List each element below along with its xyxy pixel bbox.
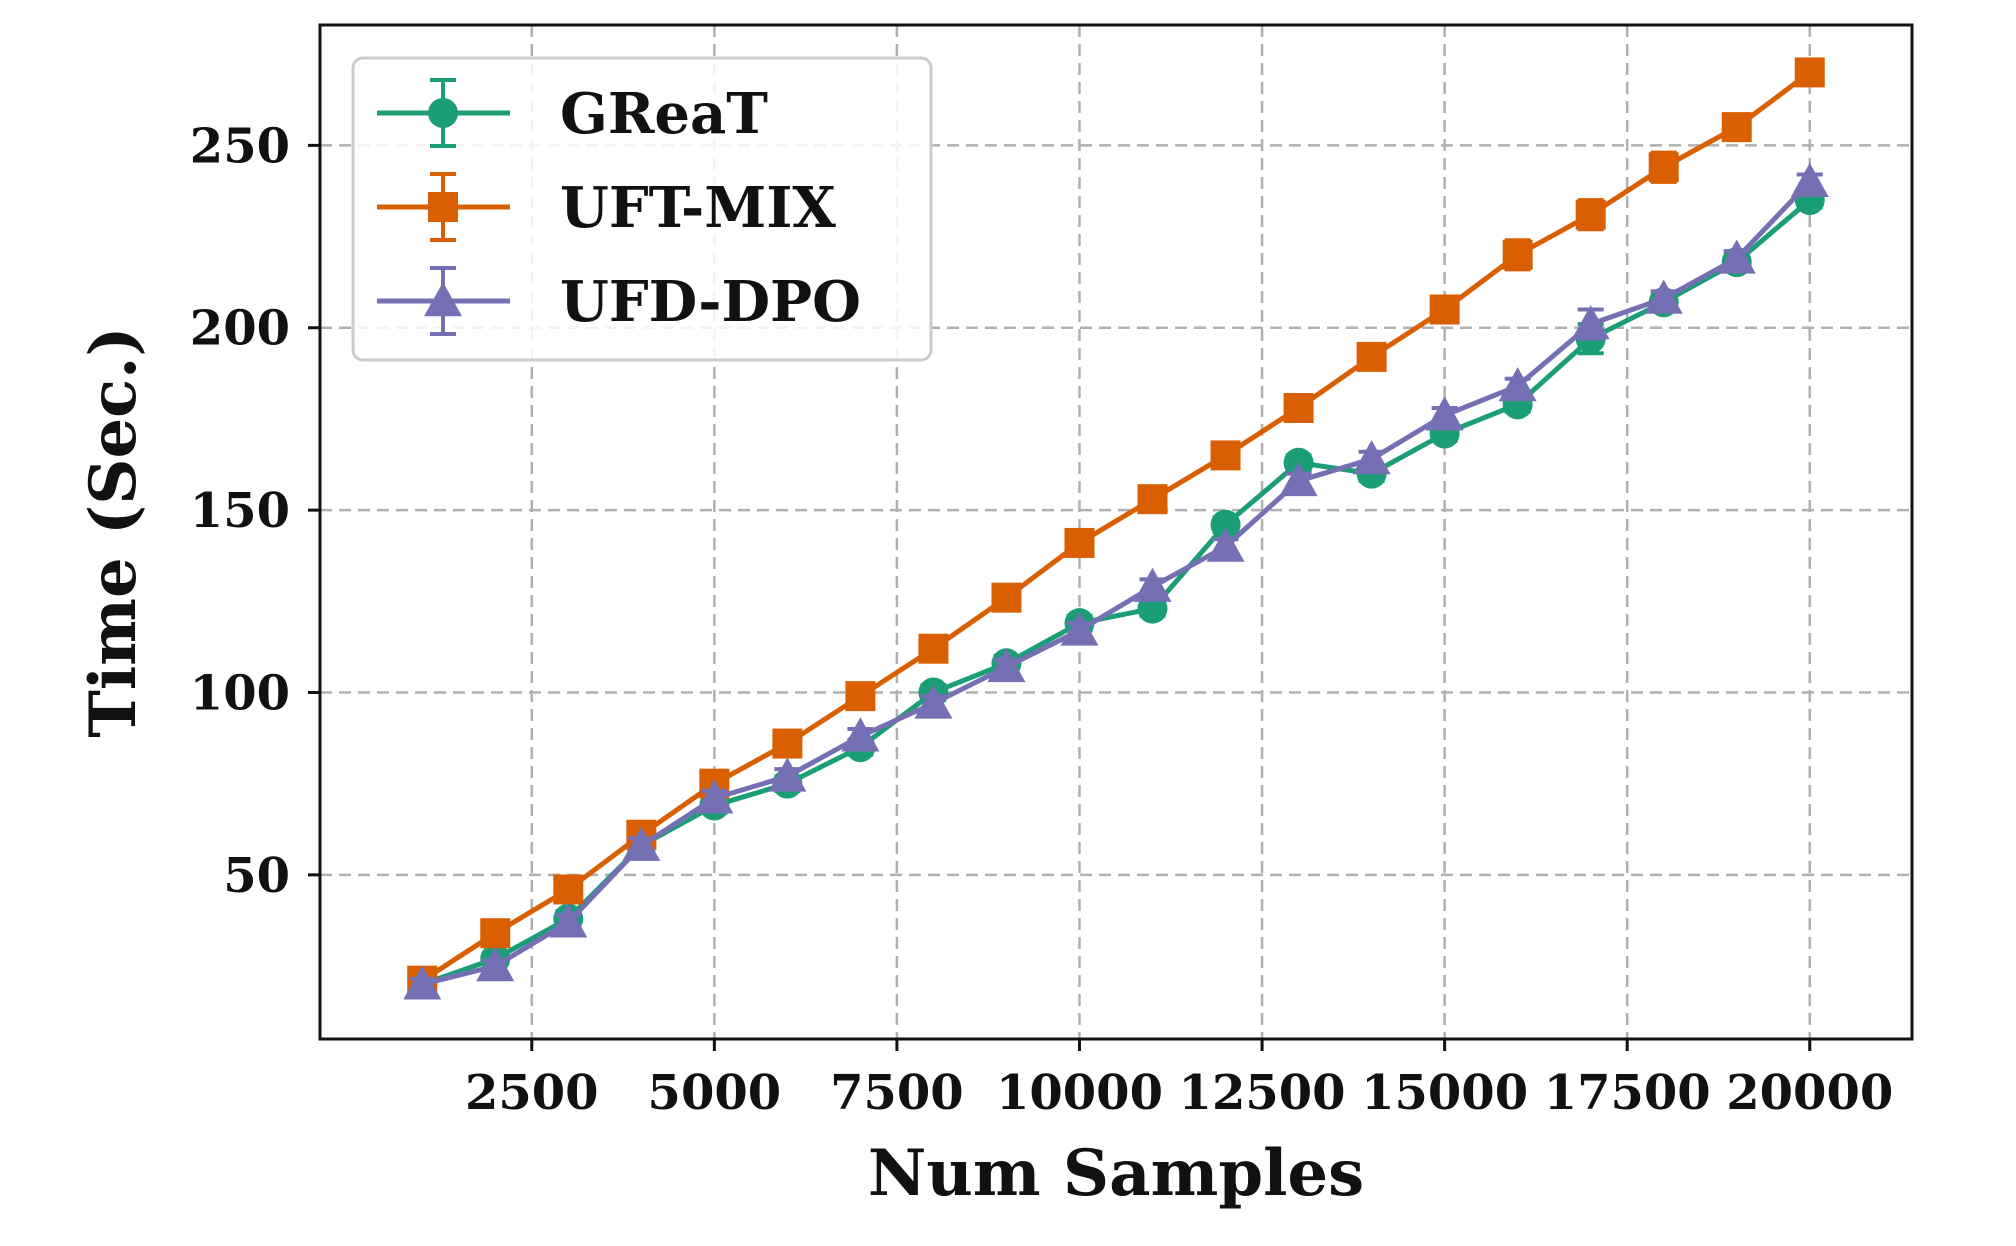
data-point <box>1429 294 1460 325</box>
y-tick-label: 100 <box>190 665 290 721</box>
data-point <box>1502 239 1533 270</box>
legend-marker <box>428 192 458 222</box>
data-point <box>1137 484 1168 515</box>
legend: GReaT UFT-MIX UFD-DPO <box>351 56 933 362</box>
data-point <box>1717 239 1756 274</box>
data-point <box>914 684 953 719</box>
data-point <box>841 717 880 752</box>
data-point <box>845 681 876 712</box>
data-point <box>1279 461 1318 497</box>
y-tick-label: 50 <box>223 848 290 904</box>
data-point <box>1210 509 1241 540</box>
plot-frame <box>318 23 1914 1041</box>
data-point <box>1133 567 1172 602</box>
y-tick-label: 150 <box>190 483 290 539</box>
x-tick-label: 20000 <box>1726 1065 1893 1121</box>
x-tick-label: 2500 <box>465 1065 599 1121</box>
data-point <box>480 918 511 949</box>
x-tick-label: 10000 <box>996 1065 1163 1121</box>
data-point <box>1721 112 1752 143</box>
legend-marker <box>424 282 462 317</box>
y-tick-label: 250 <box>190 118 290 174</box>
data-point <box>1790 162 1829 198</box>
data-point <box>1425 396 1464 431</box>
data-point <box>403 965 442 1000</box>
data-point <box>1352 440 1391 475</box>
x-tick-label: 17500 <box>1544 1065 1711 1121</box>
y-tick-label: 200 <box>190 301 290 357</box>
data-point <box>695 779 734 814</box>
data-point <box>1206 527 1245 562</box>
data-point <box>1210 440 1241 471</box>
data-point <box>987 647 1026 683</box>
data-point <box>991 582 1022 613</box>
data-point <box>1498 367 1537 402</box>
data-point <box>549 903 588 938</box>
y-axis-title: Time (Sec.) <box>76 326 151 737</box>
x-tick-label: 12500 <box>1179 1065 1346 1121</box>
legend-label: GReaT <box>560 81 768 147</box>
x-axis-title: Num Samples <box>868 1136 1364 1211</box>
data-point <box>1644 279 1683 314</box>
legend-marker <box>428 98 458 128</box>
data-point <box>1571 305 1610 340</box>
legend-item: GReaT <box>377 78 768 148</box>
data-point <box>1060 611 1099 646</box>
ticks: 2500 5000 7500 10000 12500 15000 17500 20000 50 1… <box>190 118 1893 1121</box>
data-point <box>553 874 584 905</box>
data-point <box>1283 392 1314 423</box>
legend-box <box>351 56 933 362</box>
data-point <box>1648 152 1679 183</box>
data-point <box>1064 527 1095 558</box>
legend-item: UFT-MIX <box>377 172 836 242</box>
legend-label: UFT-MIX <box>560 175 836 241</box>
legend-item: UFD-DPO <box>377 266 861 336</box>
series-ufd-dpo <box>403 162 1829 1000</box>
data-point <box>1356 341 1387 372</box>
series-uft-mix <box>407 57 1825 996</box>
data-point <box>476 947 515 982</box>
x-tick-label: 15000 <box>1361 1065 1528 1121</box>
data-point <box>622 826 661 861</box>
legend-label: UFD-DPO <box>560 269 861 335</box>
x-tick-label: 5000 <box>648 1065 782 1121</box>
x-tick-label: 7500 <box>830 1065 964 1121</box>
data-point <box>1794 57 1825 88</box>
data-point <box>918 633 949 664</box>
data-point <box>768 757 807 792</box>
grid <box>320 25 1912 1039</box>
data-point <box>772 728 803 759</box>
series-layer <box>403 57 1829 1000</box>
data-point <box>1575 199 1606 230</box>
